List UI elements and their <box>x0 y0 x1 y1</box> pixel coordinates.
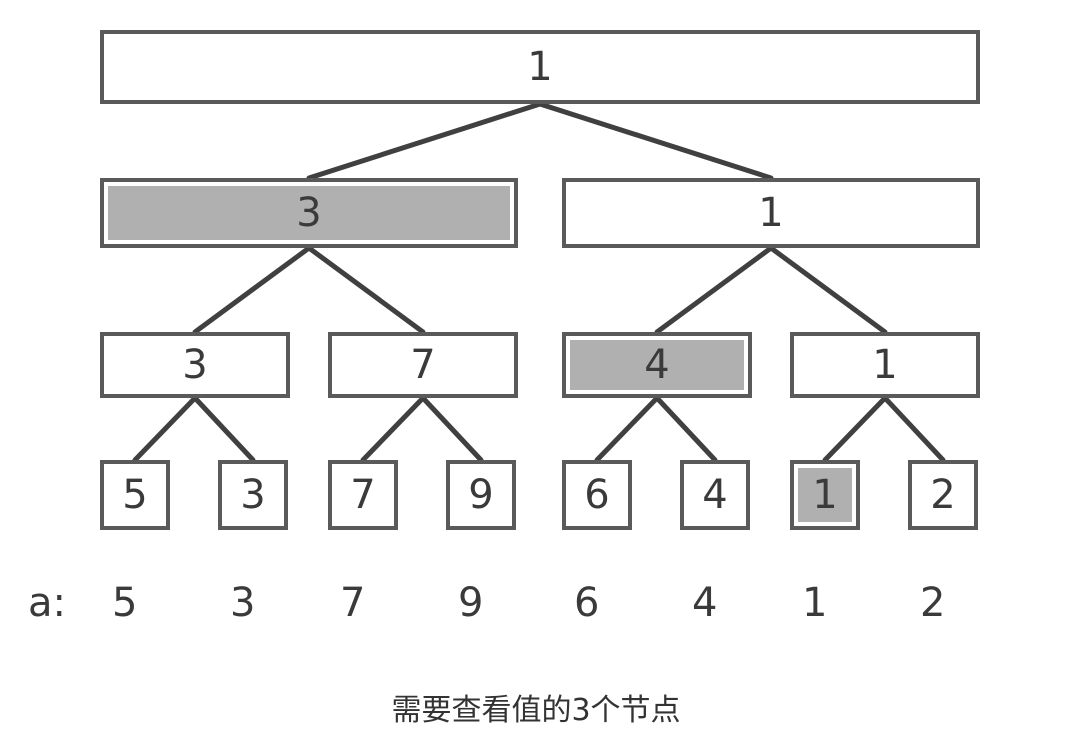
tree-node: 1 <box>790 332 980 398</box>
tree-node-label: 4 <box>644 345 669 385</box>
tree-node: 6 <box>562 460 632 530</box>
array-label: a: <box>28 580 66 626</box>
tree-node: 1 <box>562 178 980 248</box>
tree-node: 2 <box>908 460 978 530</box>
tree-node-label: 7 <box>350 475 375 515</box>
array-value: 2 <box>920 580 945 626</box>
array-value: 7 <box>340 580 365 626</box>
tree-node-label: 3 <box>182 345 207 385</box>
tree-node-label: 2 <box>930 475 955 515</box>
tree-node: 1 <box>790 460 860 530</box>
tree-node-label: 3 <box>296 193 321 233</box>
tree-node-label: 1 <box>527 47 552 87</box>
tree-node: 5 <box>100 460 170 530</box>
tree-node-label: 3 <box>240 475 265 515</box>
tree-node-label: 1 <box>758 193 783 233</box>
tree-node: 3 <box>218 460 288 530</box>
array-value: 5 <box>112 580 137 626</box>
tree-node: 1 <box>100 30 980 104</box>
tree-node-label: 7 <box>410 345 435 385</box>
array-value: 4 <box>692 580 717 626</box>
tree-node: 7 <box>328 332 518 398</box>
tree-node-label: 1 <box>812 475 837 515</box>
tree-node: 3 <box>100 332 290 398</box>
array-value: 9 <box>458 580 483 626</box>
tree-node-label: 4 <box>702 475 727 515</box>
tree-node-label: 5 <box>122 475 147 515</box>
diagram-stage: 1 3 1 3 7 4 1 5 3 7 9 6 4 1 2 a: 5 3 7 9 6 4 1 2 需要查看值的3个节点 <box>0 0 1072 752</box>
tree-node: 3 <box>100 178 518 248</box>
tree-node-label: 1 <box>872 345 897 385</box>
tree-node: 4 <box>680 460 750 530</box>
array-value: 3 <box>230 580 255 626</box>
array-value: 1 <box>802 580 827 626</box>
diagram-caption: 需要查看值的3个节点 <box>0 685 1072 729</box>
tree-node: 4 <box>562 332 752 398</box>
tree-node-label: 9 <box>468 475 493 515</box>
tree-node: 7 <box>328 460 398 530</box>
tree-node-label: 6 <box>584 475 609 515</box>
array-value: 6 <box>574 580 599 626</box>
tree-node: 9 <box>446 460 516 530</box>
